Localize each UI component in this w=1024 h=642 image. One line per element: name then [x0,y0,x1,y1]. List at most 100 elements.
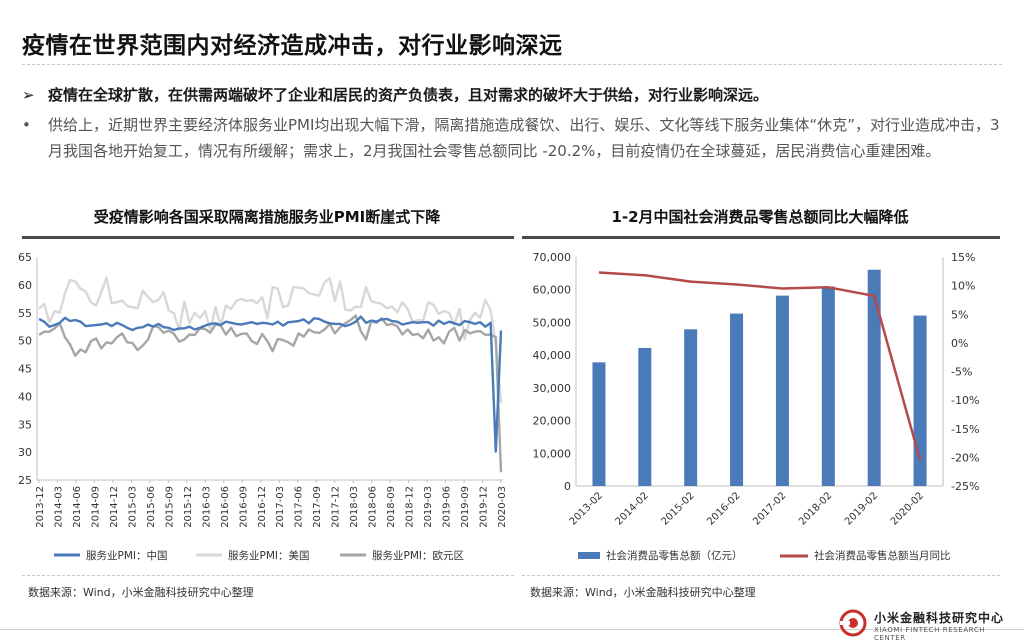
retail-sales-bar [592,362,606,486]
left-y-tick-label: 45 [18,363,32,376]
right-y2-tick-label: 15% [951,251,975,264]
left-x-tick-label: 2014-09 [90,486,101,528]
right-y-tick-label: 70,000 [533,251,572,264]
left-chart-bottom-rule [22,575,514,576]
right-y-tick-label: 30,000 [533,382,572,395]
left-x-tick-label: 2018-03 [349,486,360,528]
right-legend-bar-label: 社会消费品零售总额（亿元） [606,549,743,562]
left-y-tick-label: 50 [18,335,32,348]
left-x-tick-label: 2016-06 [220,486,231,528]
pmi-series-line-0 [38,315,503,453]
logo-chinese-name: 小米金融科技研究中心 [874,611,1005,625]
left-legend-label: 服务业PMI：中国 [86,549,168,562]
right-x-tick-label: 2014-02 [614,490,651,527]
retail-sales-bar [867,269,881,486]
right-y-tick-label: 40,000 [533,349,572,362]
right-chart-title: 1-2月中国社会消费品零售总额同比大幅降低 [611,208,909,226]
left-x-tick-label: 2014-12 [109,486,120,528]
left-x-tick-label: 2015-06 [146,486,157,528]
right-y-tick-label: 10,000 [533,447,572,460]
left-x-tick-label: 2019-06 [442,486,453,528]
pmi-series-line-1 [38,276,503,404]
left-y-tick-label: 65 [18,251,32,264]
right-x-tick-label: 2015-02 [659,490,696,527]
left-chart-title-rule [22,236,514,239]
left-x-tick-label: 2019-03 [423,486,434,528]
right-y2-tick-label: -10% [951,394,979,407]
left-y-tick-label: 35 [18,418,32,431]
logo-english-name: XIAOMI FINTECH RESEARCH CENTER [874,626,986,642]
left-x-tick-label: 2018-12 [405,486,416,528]
left-x-tick-label: 2018-06 [368,486,379,528]
title-divider [22,64,1002,65]
right-x-tick-label: 2018-02 [797,490,834,527]
right-chart-bottom-rule [522,575,1000,576]
right-y2-tick-label: 0% [951,337,968,350]
left-x-tick-label: 2019-12 [479,486,490,528]
bullet-point-1: ➢ 疫情在全球扩散，在供需两端破坏了企业和居民的资产负债表，且对需求的破坏大于供给… [22,84,1012,105]
footer-divider [0,629,1024,630]
right-x-tick-label: 2017-02 [751,490,788,527]
left-x-tick-label: 2017-06 [294,486,305,528]
right-x-tick-label: 2020-02 [889,490,926,527]
right-y-tick-label: 0 [564,480,571,493]
left-x-tick-label: 2014-06 [72,486,83,528]
logo-icon [839,609,867,637]
left-legend-label: 服务业PMI：欧元区 [372,549,464,562]
left-source-note: 数据来源：Wind，小米金融科技研究中心整理 [28,586,254,599]
page-title: 疫情在世界范围内对经济造成冲击，对行业影响深远 [22,33,563,59]
left-legend-label: 服务业PMI：美国 [228,549,310,562]
bullet-2-text: 供给上，近期世界主要经济体服务业PMI均出现大幅下滑，隔离措施造成餐饮、出行、娱… [48,116,1000,160]
right-y2-tick-label: -25% [951,480,979,493]
retail-sales-bar [913,315,927,486]
left-y-tick-label: 55 [18,307,32,320]
right-y-tick-label: 60,000 [533,284,572,297]
left-x-tick-label: 2014-03 [53,486,64,528]
left-y-tick-label: 60 [18,279,32,292]
left-x-tick-label: 2017-03 [275,486,286,528]
left-x-tick-label: 2015-12 [183,486,194,528]
left-x-tick-label: 2018-09 [386,486,397,528]
retail-sales-bar [730,313,744,486]
left-x-tick-label: 2017-12 [331,486,342,528]
right-legend-line-label: 社会消费品零售总额当月同比 [814,549,951,562]
left-x-tick-label: 2015-09 [164,486,175,528]
right-y2-tick-label: 10% [951,280,975,293]
right-chart-title-rule [522,236,1000,239]
right-y2-tick-label: -5% [951,366,972,379]
retail-sales-bar [684,329,698,486]
right-y2-tick-label: 5% [951,308,968,321]
right-y2-tick-label: -20% [951,451,979,464]
left-x-tick-label: 2013-12 [35,486,46,528]
retail-sales-bar [638,347,652,486]
left-x-tick-label: 2015-03 [127,486,138,528]
bullet-point-2: • 供给上，近期世界主要经济体服务业PMI均出现大幅下滑，隔离措施造成餐饮、出行… [22,112,1002,164]
retail-yoy-line [598,271,922,461]
right-y-tick-label: 50,000 [533,316,572,329]
research-center-logo: 小米金融科技研究中心 XIAOMI FINTECH RESEARCH CENTE… [838,606,1018,642]
right-y2-tick-label: -15% [951,423,979,436]
left-y-tick-label: 30 [18,446,32,459]
right-x-tick-label: 2019-02 [843,490,880,527]
left-y-tick-label: 40 [18,390,32,403]
left-x-tick-label: 2016-03 [201,486,212,528]
left-x-tick-label: 2017-09 [312,486,323,528]
left-y-tick-label: 25 [18,474,32,487]
arrow-bullet-icon: ➢ [22,86,35,104]
left-x-tick-label: 2019-09 [460,486,471,528]
right-x-tick-label: 2013-02 [568,490,605,527]
retail-sales-bar [775,295,789,486]
right-x-tick-label: 2016-02 [705,490,742,527]
left-chart-title: 受疫情影响各国采取隔离措施服务业PMI断崖式下降 [93,208,441,226]
right-source-note: 数据来源：Wind，小米金融科技研究中心整理 [530,586,756,599]
right-y-tick-label: 20,000 [533,415,572,428]
retail-sales-bar [821,286,835,486]
pmi-series-line-2 [38,314,503,473]
left-x-tick-label: 2020-03 [497,486,508,528]
bullet-1-text: 疫情在全球扩散，在供需两端破坏了企业和居民的资产负债表，且对需求的破坏大于供给，… [48,86,769,104]
left-x-tick-label: 2016-09 [238,486,249,528]
left-x-tick-label: 2016-12 [257,486,268,528]
dot-bullet-icon: • [22,116,31,134]
right-legend-bar-swatch [578,552,600,559]
